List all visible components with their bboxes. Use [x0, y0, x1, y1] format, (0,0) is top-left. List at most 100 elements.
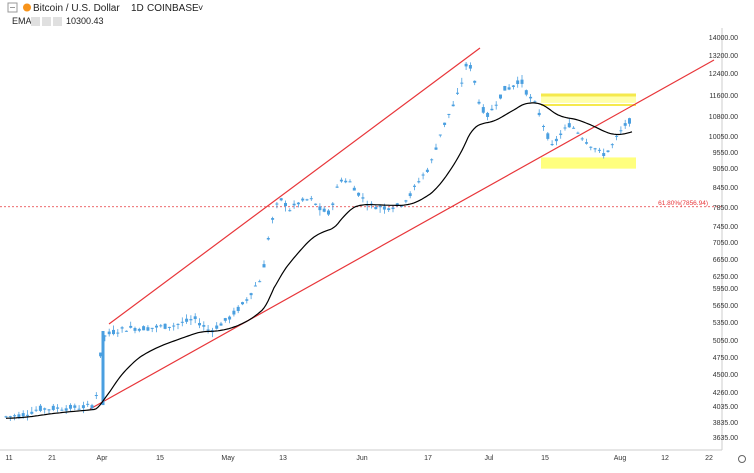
eye-icon[interactable]: [31, 17, 40, 26]
candle: [133, 326, 137, 334]
candle: [417, 177, 421, 184]
candle: [189, 315, 193, 325]
candle: [546, 131, 550, 141]
candle-body: [133, 328, 137, 331]
candle: [167, 326, 171, 331]
candle-body: [266, 237, 270, 240]
candle-body: [451, 104, 455, 107]
candle: [296, 202, 300, 208]
candle: [421, 172, 425, 180]
candle-body: [361, 197, 365, 199]
candle-body: [296, 202, 300, 205]
candle: [430, 158, 434, 164]
upper-channel-line[interactable]: [108, 47, 481, 325]
candle-body: [606, 150, 610, 152]
candle-body: [159, 325, 163, 327]
candle: [524, 89, 528, 97]
candle: [576, 131, 580, 134]
candle-body: [292, 203, 296, 206]
candle-body: [38, 405, 42, 411]
candle: [352, 185, 356, 191]
candle: [38, 403, 42, 413]
candle-body: [193, 316, 197, 320]
candle: [451, 100, 455, 107]
ema-line: [5, 102, 633, 419]
candle: [77, 405, 81, 410]
chevron-down-icon[interactable]: ˅: [198, 3, 203, 13]
y-tick-label: 7850.00: [713, 205, 738, 212]
candle-body: [516, 80, 520, 85]
y-tick-label: 3835.00: [713, 420, 738, 427]
support-resistance-zone[interactable]: [541, 95, 636, 103]
settings-gear-icon[interactable]: [738, 455, 746, 463]
candle: [56, 404, 60, 413]
settings-icon[interactable]: [42, 17, 51, 26]
candle-body: [275, 203, 279, 205]
candle: [550, 140, 554, 147]
candle-body: [494, 104, 498, 106]
candle-body: [628, 118, 631, 124]
candle: [529, 94, 533, 103]
candle-body: [219, 323, 223, 326]
candle-body: [378, 205, 382, 208]
close-icon[interactable]: [53, 17, 62, 26]
candle-body: [572, 127, 576, 129]
ema-label: EMA: [12, 16, 32, 26]
candle: [408, 191, 412, 199]
candle: [30, 406, 34, 415]
candle: [34, 406, 38, 412]
candle: [202, 321, 206, 331]
candle: [339, 177, 343, 183]
candle-body: [176, 323, 180, 325]
candle-body: [585, 142, 588, 144]
candle: [554, 136, 558, 146]
candle-body: [623, 123, 627, 126]
candle: [47, 408, 51, 415]
candle: [348, 179, 352, 183]
candle: [456, 87, 459, 95]
candle-body: [335, 186, 339, 188]
candle-body: [352, 187, 356, 191]
candle-body: [460, 82, 464, 84]
y-tick-label: 7050.00: [713, 240, 738, 247]
candle-body: [215, 325, 219, 329]
candle: [486, 111, 490, 121]
candle-body: [249, 293, 253, 296]
candle-body: [563, 127, 567, 129]
y-tick-label: 10050.00: [709, 134, 738, 141]
candle-body: [245, 299, 249, 301]
candle: [146, 325, 150, 332]
candle: [314, 203, 318, 206]
candle: [94, 392, 98, 400]
support-resistance-zone[interactable]: [541, 157, 636, 169]
candle: [481, 104, 485, 114]
candle-body: [107, 331, 111, 335]
candle-body: [524, 90, 528, 95]
candle-body: [464, 63, 468, 67]
candle-body: [167, 326, 171, 328]
candle: [490, 104, 494, 111]
candle: [537, 109, 541, 117]
candle-body: [318, 206, 322, 211]
candle: [288, 208, 292, 212]
candle: [378, 204, 382, 213]
candle-body: [81, 405, 85, 409]
candle-body: [43, 408, 47, 410]
candle-body: [202, 325, 206, 327]
candle: [503, 85, 507, 91]
candle: [223, 317, 227, 323]
candle: [391, 205, 395, 213]
lower-channel-line[interactable]: [89, 59, 715, 410]
candle-body: [146, 327, 150, 331]
candle-body: [94, 395, 98, 397]
trendlines-layer[interactable]: [89, 47, 715, 410]
y-tick-label: 5050.00: [713, 338, 738, 345]
candle: [129, 321, 133, 329]
y-tick-label: 9550.00: [713, 150, 738, 157]
gear-icon[interactable]: [738, 455, 746, 463]
candle: [464, 62, 468, 71]
x-tick-label: Jun: [356, 455, 367, 462]
candle: [180, 317, 184, 327]
